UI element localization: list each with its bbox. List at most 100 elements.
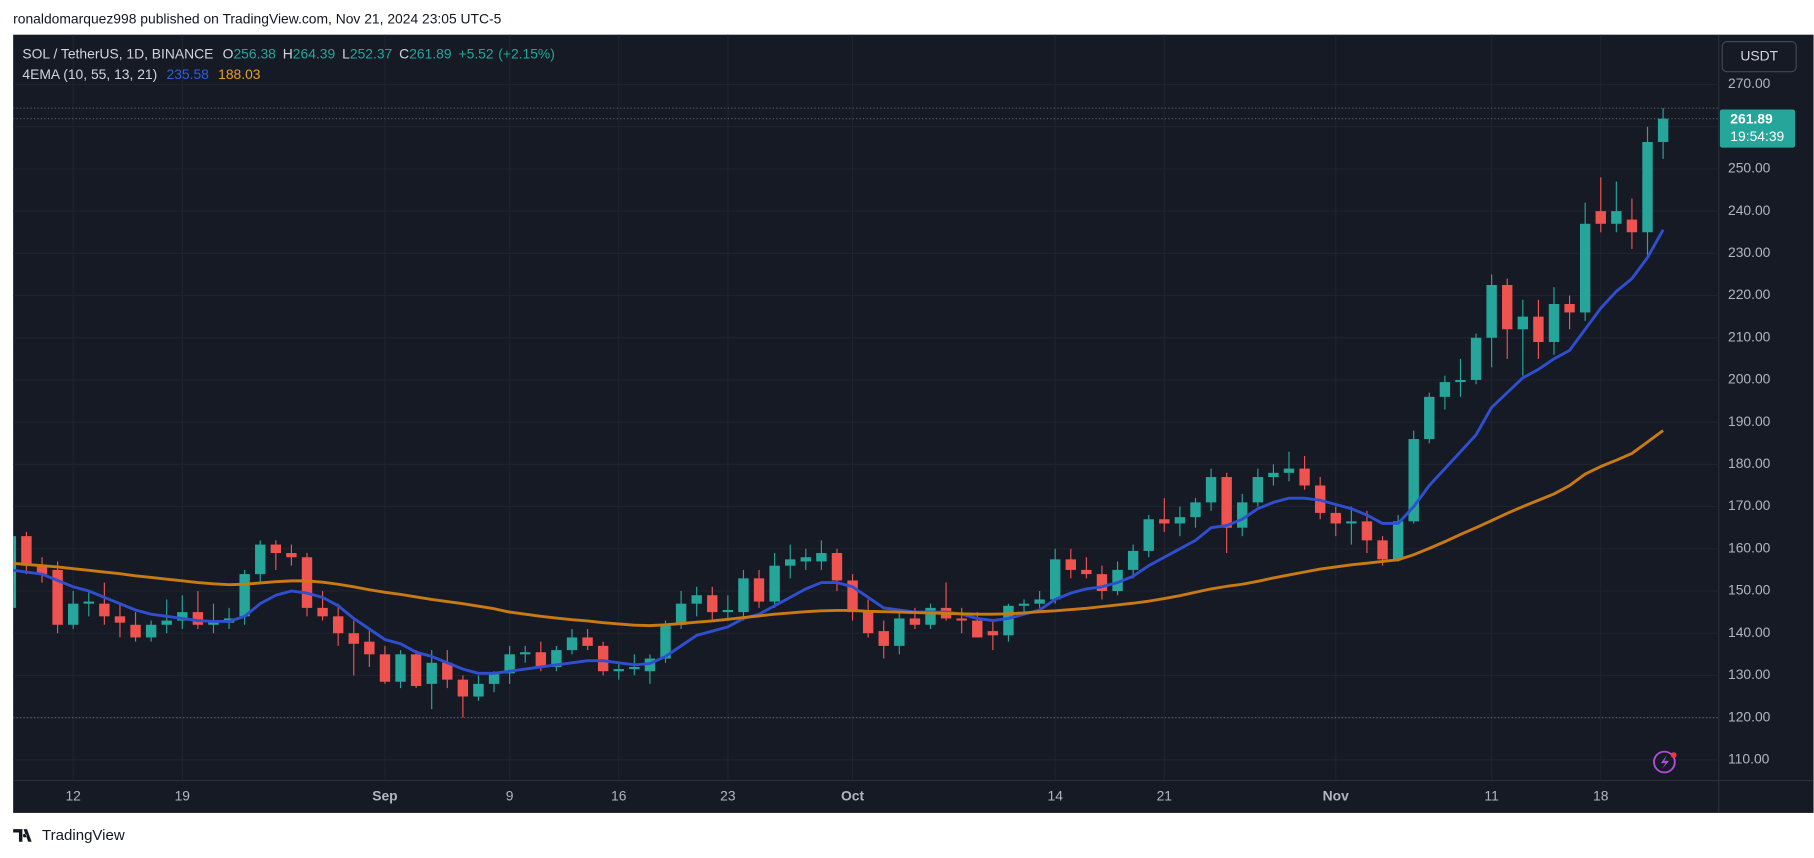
candle-body	[36, 565, 48, 575]
y-tick-label: 170.00	[1728, 497, 1771, 513]
candle-body	[613, 669, 624, 672]
candle-body	[161, 620, 172, 625]
candle-body	[1190, 502, 1201, 518]
candle-body	[800, 557, 812, 562]
symbol: SOL / TetherUS, 1D, BINANCE	[22, 45, 213, 61]
x-tick-label: 18	[1593, 787, 1609, 803]
candle-body	[1034, 599, 1045, 604]
candle-body	[1626, 219, 1638, 233]
ema-lines	[13, 229, 1665, 675]
candle-body	[1221, 477, 1232, 528]
candle-body	[707, 595, 718, 613]
candle-body	[1096, 574, 1108, 592]
candle-body	[1533, 316, 1544, 342]
change: +5.52	[459, 45, 494, 61]
y-tick-label: 230.00	[1728, 244, 1771, 260]
candle-body	[13, 536, 17, 608]
currency-button[interactable]	[1721, 41, 1797, 73]
candle-body	[675, 603, 687, 625]
candle-body	[878, 631, 889, 646]
y-tick-label: 180.00	[1728, 455, 1771, 471]
candle-body	[785, 559, 796, 566]
candle-body	[270, 544, 282, 554]
low-value: 252.37	[350, 45, 393, 61]
candle-body	[1127, 550, 1139, 570]
candle-body	[520, 652, 531, 655]
open-label: O	[223, 45, 234, 61]
open-value: 256.38	[233, 45, 276, 61]
publisher-line: ronaldomarquez998 published on TradingVi…	[13, 10, 501, 26]
candle-body	[145, 624, 157, 638]
candle-body	[177, 612, 188, 621]
candle-body	[925, 607, 936, 625]
candle-body	[255, 544, 266, 575]
x-tick-label: 21	[1157, 787, 1173, 803]
candle-body	[1611, 211, 1622, 224]
candle-body	[1159, 519, 1170, 524]
candle-body	[1439, 382, 1451, 397]
candle-body	[1455, 379, 1466, 383]
currency-label: USDT	[1740, 47, 1778, 63]
candle-body	[629, 666, 640, 670]
brand-name: TradingView	[42, 827, 125, 844]
candle-body	[909, 618, 921, 625]
candle-body	[67, 603, 79, 625]
candle-body	[831, 553, 843, 581]
candle-body	[1408, 439, 1419, 522]
candle-body	[317, 607, 328, 617]
candle-body	[1112, 569, 1123, 592]
candle-body	[1517, 316, 1529, 330]
candle-body	[457, 679, 469, 697]
price-tag	[1719, 109, 1796, 148]
x-tick-label: 23	[720, 787, 736, 803]
candle-body	[52, 569, 63, 625]
x-tick-label: 12	[65, 787, 81, 803]
high-value: 264.39	[293, 45, 336, 61]
y-tick-label: 250.00	[1728, 160, 1771, 176]
candle-body	[1392, 521, 1404, 560]
candle-body	[1143, 519, 1154, 551]
candle-body	[1252, 477, 1264, 503]
x-tick-label: 14	[1047, 787, 1063, 803]
candle-body	[364, 641, 375, 655]
candle-body	[582, 637, 593, 646]
candle-body	[488, 673, 500, 684]
x-tick-label: Sep	[372, 787, 397, 803]
alert-icon[interactable]	[1653, 750, 1677, 774]
y-tick-label: 210.00	[1728, 328, 1771, 344]
candle-body	[21, 536, 32, 566]
candle-body	[660, 624, 671, 659]
y-tick-label: 200.00	[1728, 371, 1771, 387]
candle-body	[1361, 521, 1373, 541]
legend-ohlc: SOL / TetherUS, 1D, BINANCE O256.38 H264.3…	[22, 45, 554, 61]
candle-body	[426, 662, 437, 684]
low-label: L	[342, 45, 350, 61]
indicator-label: 4EMA (10, 55, 13, 21)	[22, 66, 157, 82]
chart-background	[13, 34, 1814, 813]
candles	[13, 108, 1669, 718]
candle-body	[597, 645, 609, 672]
candle-body	[1424, 396, 1435, 440]
candle-body	[862, 612, 874, 634]
candle-body	[769, 565, 780, 602]
x-tick-label: 9	[506, 787, 514, 803]
candle-body	[192, 612, 204, 625]
price-tag-value: 261.89	[1730, 111, 1773, 127]
candle-body	[551, 650, 562, 667]
candle-body	[1377, 540, 1388, 560]
candle-body	[1486, 284, 1497, 338]
ema-line	[13, 229, 1665, 675]
candle-body	[1205, 477, 1217, 503]
candle-body	[1299, 468, 1310, 486]
candle-body	[332, 616, 344, 634]
candle-body	[691, 595, 702, 604]
close-value: 261.89	[409, 45, 452, 61]
candle-body	[473, 683, 484, 697]
y-tick-label: 160.00	[1728, 539, 1771, 555]
candle-body	[1330, 512, 1341, 524]
x-tick-label: 19	[175, 787, 191, 803]
candle-body	[1346, 521, 1357, 524]
candle-body	[816, 553, 827, 562]
candle-body	[956, 618, 967, 621]
